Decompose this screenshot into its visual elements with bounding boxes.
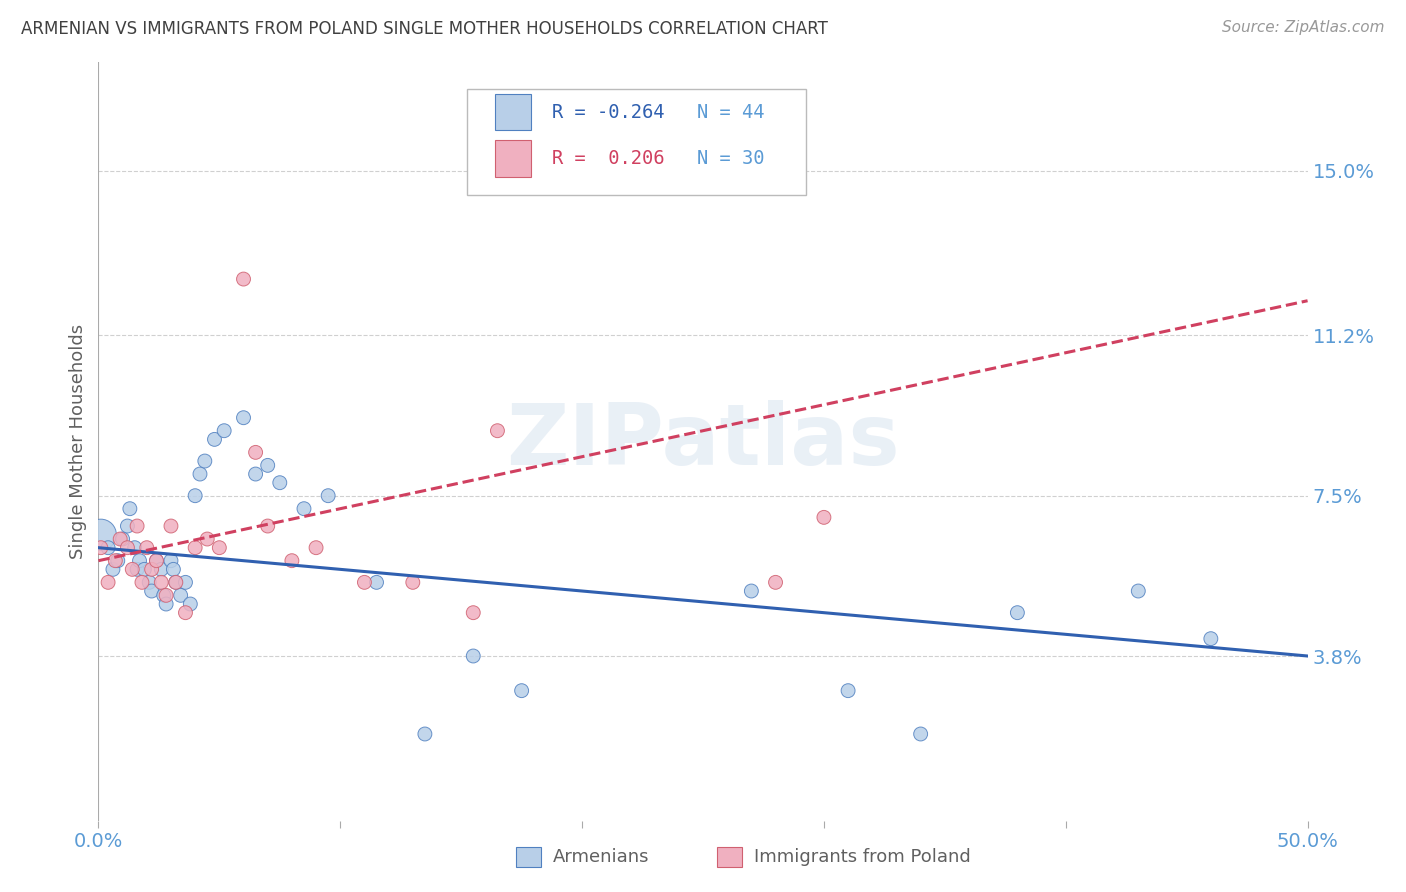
Point: [135, 541, 157, 555]
Point: [128, 554, 150, 568]
Point: [463, 648, 485, 663]
Point: [245, 445, 267, 459]
Point: [184, 541, 207, 555]
Point: [152, 588, 174, 602]
Point: [402, 575, 425, 590]
Point: [740, 584, 762, 599]
FancyBboxPatch shape: [467, 89, 806, 195]
Point: [184, 489, 207, 503]
Text: R = -0.264: R = -0.264: [551, 103, 665, 121]
Point: [366, 575, 388, 590]
FancyBboxPatch shape: [495, 140, 531, 177]
Point: [121, 562, 143, 576]
Point: [910, 727, 932, 741]
Text: Source: ZipAtlas.com: Source: ZipAtlas.com: [1222, 20, 1385, 35]
Text: ARMENIAN VS IMMIGRANTS FROM POLAND SINGLE MOTHER HOUSEHOLDS CORRELATION CHART: ARMENIAN VS IMMIGRANTS FROM POLAND SINGL…: [21, 20, 828, 37]
Point: [813, 510, 835, 524]
Point: [256, 458, 278, 473]
Point: [134, 562, 156, 576]
Point: [245, 467, 267, 481]
Point: [150, 575, 173, 590]
Point: [208, 541, 231, 555]
Point: [104, 554, 127, 568]
Point: [316, 489, 339, 503]
Point: [1128, 584, 1150, 599]
Point: [232, 272, 254, 286]
Text: ZIPatlas: ZIPatlas: [506, 400, 900, 483]
Point: [1007, 606, 1029, 620]
Point: [765, 575, 787, 590]
Text: N = 44: N = 44: [697, 103, 765, 121]
Point: [837, 683, 859, 698]
Point: [155, 597, 177, 611]
Point: [117, 519, 139, 533]
Point: [463, 606, 485, 620]
Point: [127, 562, 149, 576]
Point: [256, 519, 278, 533]
Point: [165, 575, 187, 590]
Point: [107, 554, 129, 568]
Text: Armenians: Armenians: [553, 848, 650, 866]
Point: [90, 527, 112, 541]
Point: [141, 562, 163, 576]
Point: [97, 575, 120, 590]
Point: [90, 541, 112, 555]
Point: [138, 575, 160, 590]
Point: [510, 683, 533, 698]
Point: [145, 554, 167, 568]
Point: [204, 433, 226, 447]
FancyBboxPatch shape: [495, 94, 531, 130]
Point: [281, 554, 304, 568]
Point: [160, 519, 183, 533]
Point: [160, 554, 183, 568]
Point: [108, 532, 131, 546]
Point: [269, 475, 291, 490]
Point: [305, 541, 328, 555]
Point: [127, 519, 149, 533]
Point: [155, 588, 177, 602]
Text: N = 30: N = 30: [697, 149, 765, 168]
Point: [118, 501, 141, 516]
Point: [169, 588, 191, 602]
Point: [117, 541, 139, 555]
Point: [111, 532, 134, 546]
Point: [162, 562, 184, 576]
Text: R =  0.206: R = 0.206: [551, 149, 665, 168]
Point: [101, 562, 124, 576]
Point: [150, 562, 173, 576]
Point: [188, 467, 211, 481]
Point: [486, 424, 509, 438]
Point: [124, 541, 146, 555]
Point: [212, 424, 235, 438]
Point: [194, 454, 217, 468]
FancyBboxPatch shape: [516, 847, 541, 867]
Point: [174, 606, 197, 620]
Point: [141, 584, 163, 599]
FancyBboxPatch shape: [717, 847, 742, 867]
Point: [292, 501, 315, 516]
Point: [97, 541, 120, 555]
Point: [179, 597, 201, 611]
Point: [145, 554, 167, 568]
Point: [195, 532, 218, 546]
Point: [232, 410, 254, 425]
Point: [1199, 632, 1222, 646]
Point: [165, 575, 187, 590]
Text: Immigrants from Poland: Immigrants from Poland: [754, 848, 970, 866]
Point: [353, 575, 375, 590]
Point: [131, 575, 153, 590]
Point: [174, 575, 197, 590]
Y-axis label: Single Mother Households: Single Mother Households: [69, 324, 87, 559]
Point: [413, 727, 436, 741]
